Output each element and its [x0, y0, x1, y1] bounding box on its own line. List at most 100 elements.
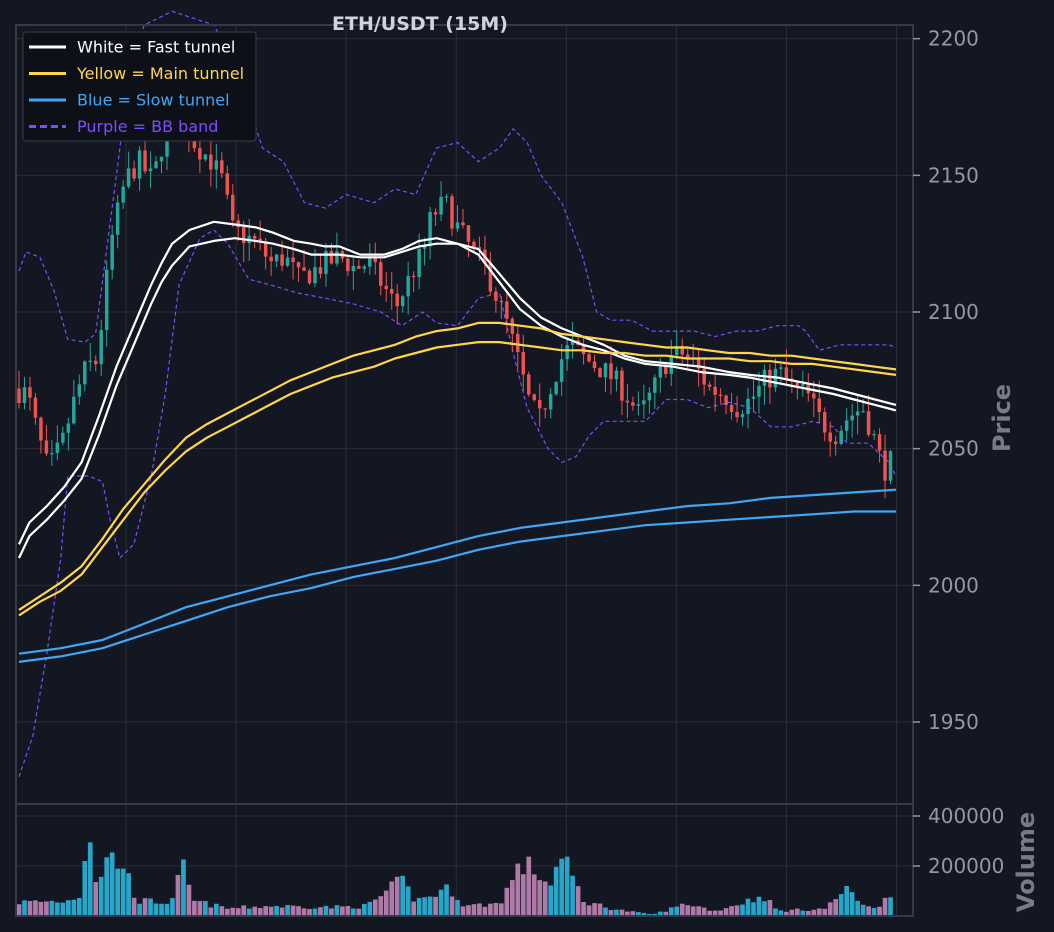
candle	[159, 156, 164, 174]
volume-bar	[361, 903, 367, 916]
candle-body	[664, 366, 668, 375]
price-tick-label: 2050	[928, 437, 979, 461]
candle	[362, 264, 367, 274]
candle-body	[675, 345, 679, 356]
candle	[872, 429, 876, 440]
volume-bar	[548, 885, 554, 916]
candle-body	[828, 432, 832, 442]
candle	[505, 293, 509, 334]
volume-bar	[888, 897, 893, 916]
main-tunnel-line	[18, 321, 897, 611]
volume-bar	[794, 908, 800, 916]
candle-body	[313, 267, 317, 284]
candle	[104, 260, 109, 347]
candle	[510, 316, 515, 352]
candle-body	[587, 354, 591, 362]
volume-panel-frame	[15, 803, 914, 917]
volume-bar	[860, 904, 866, 916]
candle	[855, 395, 860, 435]
volume-bar	[531, 874, 537, 916]
volume-axis-label: Volume	[1012, 812, 1040, 912]
candle	[625, 384, 630, 418]
candle-body	[850, 415, 854, 421]
volume-bar	[592, 903, 597, 916]
volume-bar	[203, 901, 208, 916]
candle-body	[269, 256, 273, 262]
candle	[395, 284, 399, 325]
volume-bar	[575, 886, 581, 916]
volume-bar	[597, 903, 603, 916]
volume-bar	[153, 903, 159, 916]
volume-bar	[142, 898, 148, 916]
volume-bar	[729, 906, 734, 916]
candle-body	[532, 394, 536, 401]
candle	[384, 271, 388, 302]
candle	[833, 435, 838, 456]
candle-body	[620, 370, 624, 401]
volume-bar	[504, 887, 510, 916]
candle-body	[461, 222, 465, 226]
candle-body	[121, 186, 125, 203]
volume-bar	[274, 905, 279, 916]
candle-body	[751, 396, 756, 399]
candle	[214, 143, 219, 189]
volume-bar	[44, 901, 49, 916]
candle	[126, 151, 131, 189]
candle	[115, 195, 120, 249]
candle	[521, 334, 526, 391]
candle	[346, 256, 350, 277]
candle	[653, 374, 657, 409]
bb-band-line	[18, 229, 897, 777]
candle	[17, 370, 21, 409]
volume-bar	[581, 902, 586, 916]
candle-body	[61, 432, 65, 443]
volume-bar	[148, 898, 153, 916]
candle-body	[554, 381, 558, 395]
volume-bar	[493, 902, 499, 916]
candle	[707, 381, 712, 391]
candle	[274, 253, 279, 267]
volume-bar	[449, 896, 455, 916]
candle-body	[417, 248, 421, 278]
volume-bar	[307, 909, 312, 916]
volume-bar	[482, 906, 488, 916]
candle-body	[99, 330, 103, 365]
candle-body	[236, 220, 240, 228]
volume-bar	[329, 908, 334, 916]
volume-bar	[663, 911, 669, 916]
volume-bar	[104, 857, 110, 916]
candle-body	[362, 266, 367, 269]
candle-body	[724, 395, 728, 406]
volume-bar	[630, 911, 636, 916]
candle	[269, 247, 273, 276]
candle-body	[812, 393, 816, 399]
volume-bar	[652, 913, 658, 916]
volume-bar	[93, 882, 99, 916]
volume-bar	[230, 907, 236, 916]
volume-bar	[175, 874, 181, 916]
candle-body	[55, 442, 60, 454]
candle-body	[335, 251, 339, 264]
volume-bar	[822, 908, 828, 916]
candle-body	[499, 300, 504, 303]
price-tick-label: 2150	[928, 163, 979, 187]
volume-bar	[668, 907, 674, 916]
candle	[428, 206, 432, 260]
volume-bar	[405, 886, 411, 916]
legend-box	[22, 31, 257, 142]
volume-bar	[570, 875, 575, 916]
volume-bar	[356, 908, 362, 916]
candle	[850, 403, 854, 438]
candle	[735, 395, 739, 423]
candle	[883, 434, 887, 499]
candle	[291, 239, 295, 280]
candle	[44, 425, 49, 456]
volume-bar	[137, 903, 142, 916]
volume-bar	[224, 908, 230, 916]
candle-body	[768, 369, 772, 388]
candle	[620, 367, 624, 416]
volume-bar	[784, 911, 789, 916]
volume-bar	[619, 909, 625, 916]
candle	[494, 287, 498, 313]
candle-body	[713, 386, 717, 395]
